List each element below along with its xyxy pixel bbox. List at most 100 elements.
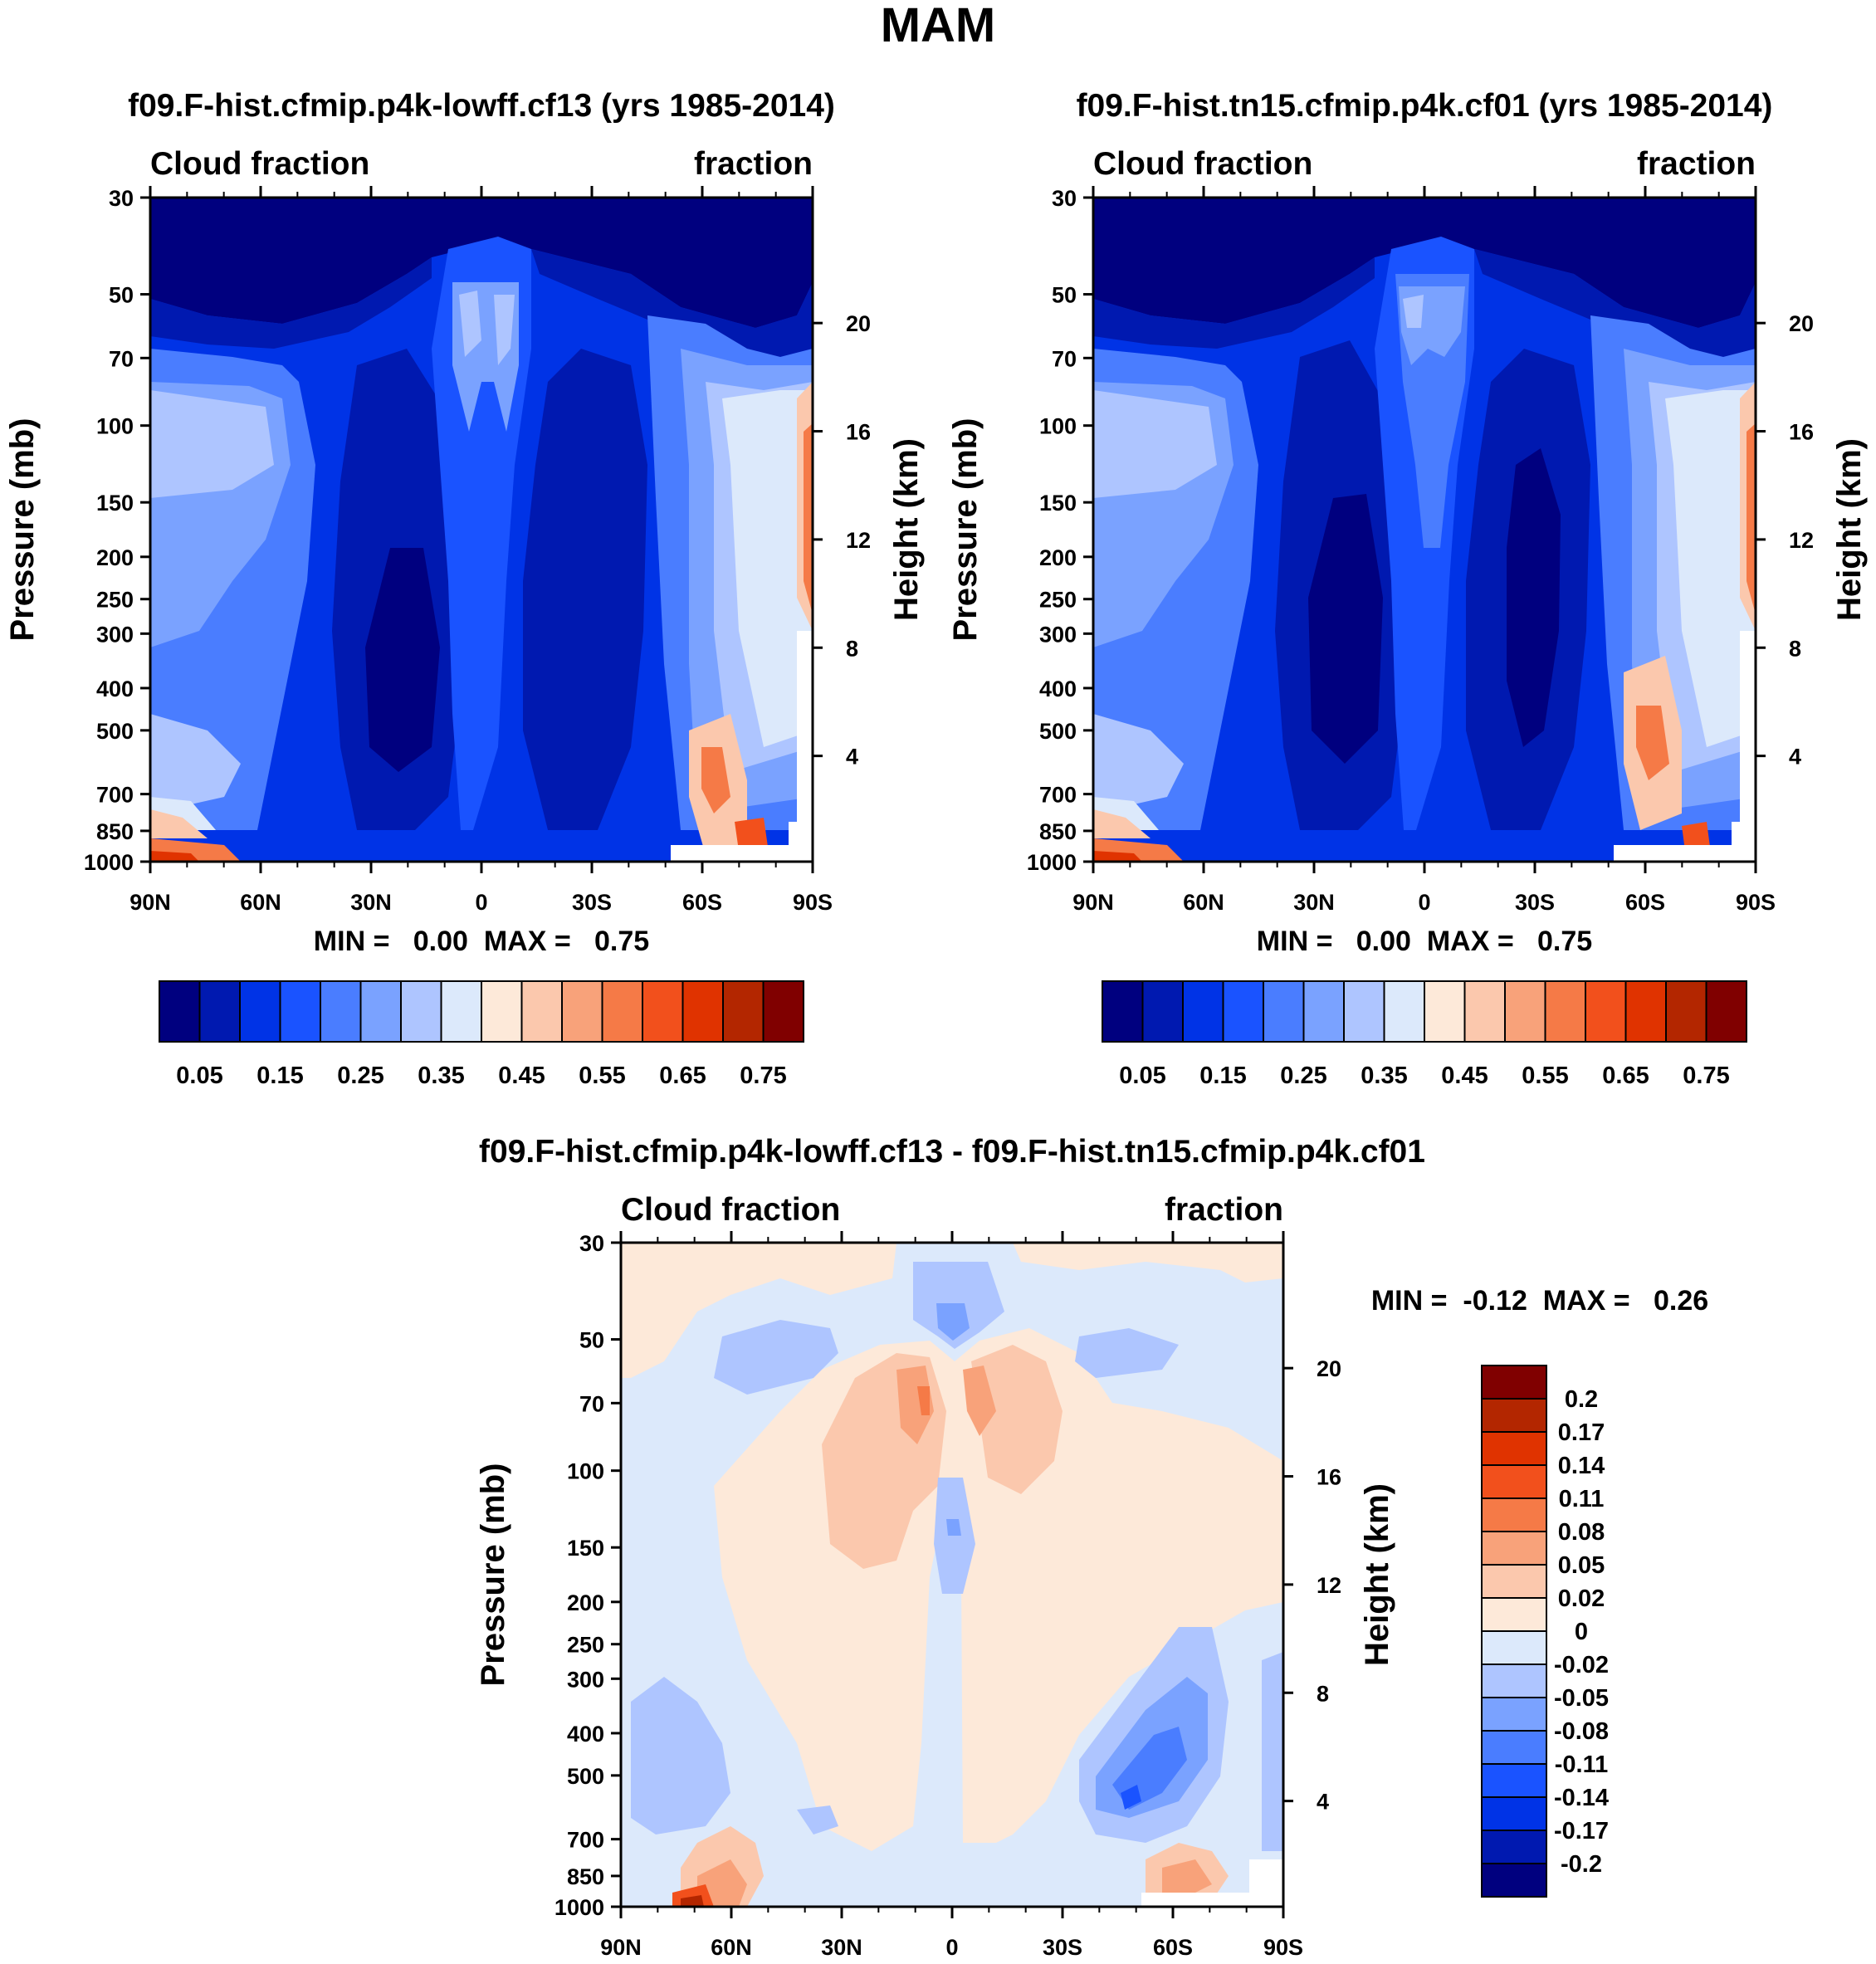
colorbar-label: 0.05 [1558,1552,1605,1579]
band-sh-low-blob-3 [735,818,768,851]
height-tick-label: 8 [1789,636,1801,661]
left-variable-label: Cloud fraction [1093,146,1312,182]
colorbar-swatch [400,980,442,1043]
colorbar-label: 0.75 [740,1063,786,1089]
colorbar-label: 0.55 [1522,1063,1568,1089]
y-tick-label: 500 [96,719,134,744]
colorbar-label: 0.08 [1558,1519,1605,1546]
colorbar-swatch [1665,980,1707,1043]
x-axis-ticks: 90N 60N 30N 0 30S 60S 90S [1072,186,1776,915]
y-tick-label: 200 [567,1590,604,1615]
y-tick-label: 250 [96,588,134,613]
band-sh-low-blob-3 [1682,822,1710,851]
colorbar-swatch [682,980,724,1043]
x-axis-ticks: 90N 60N 30N 0 30S 60S 90S [129,186,833,915]
colorbar-swatch [1481,1763,1547,1798]
colorbar-swatch [198,980,241,1043]
colorbar-label: -0.02 [1554,1652,1609,1678]
y-tick-label: 100 [567,1459,604,1484]
colorbar-swatch [520,980,563,1043]
colorbar-swatch [320,980,362,1043]
y-axis-ticks: 30 50 70 100 150 200 250 300 400 500 700 850 1000 [84,186,150,875]
colorbar-label: 0.25 [337,1063,384,1089]
x-axis-ticks: 90N 60N 30N 0 30S 60S 90S [600,1231,1303,1960]
x-tick-label: 30N [1293,890,1335,915]
contour-field [621,1243,1283,1907]
x-tick-label: 90N [129,890,171,915]
band-eq-lighter [459,291,515,365]
band-neg-upper-left [714,1320,838,1395]
y-axis-label: Pressure (mb) [475,1463,511,1687]
colorbar-swatch [1481,1630,1547,1665]
colorbar-swatch [1481,1497,1547,1532]
band-dry-left-core [1308,494,1383,764]
missing-antarctic [671,631,813,862]
colorbar-label: -0.08 [1554,1718,1609,1745]
colorbar-label: 0.05 [176,1063,222,1089]
colorbar-swatch [642,980,684,1043]
colorbar-swatch [1481,1398,1547,1433]
band-pos-core-l2 [917,1386,930,1415]
colorbar-swatch [1481,1531,1547,1566]
band-dry-right-core [1507,448,1561,747]
band-strat [1093,198,1756,328]
band-neg-lower-left-2 [797,1805,838,1835]
right-units-label: fraction [694,146,813,182]
left-variable-label: Cloud fraction [150,146,369,182]
y-axis-label: Pressure (mb) [4,418,41,642]
colorbar: 0.05 0.15 0.25 0.35 0.45 0.55 0.65 0.75 [1102,980,1747,1089]
colorbar-swatch [601,980,643,1043]
band-eq-lightest [1403,295,1424,328]
height-axis-label: Height (km) [1359,1483,1395,1666]
colorbar-label: -0.11 [1555,1751,1609,1778]
right-units-label: fraction [1165,1192,1283,1228]
band-pos-core-l [896,1366,934,1444]
y-tick-label: 30 [1052,186,1077,211]
colorbar-swatch [1383,980,1425,1043]
colorbar-swatch [1481,1730,1547,1765]
panel-title: f09.F-hist.tn15.cfmip.p4k.cf01 (yrs 1985… [1077,88,1773,124]
height-tick-label: 12 [1789,528,1814,553]
height-axis-label: Height (km) [888,438,925,621]
colorbar-label: 0.15 [1199,1063,1246,1089]
colorbar-swatch [359,980,402,1043]
band-pos-center-3 [971,1345,1063,1494]
colorbar-swatch [481,980,523,1043]
y-tick-label: 700 [1039,783,1077,808]
y-tick-label: 850 [567,1864,604,1889]
x-tick-label: 90N [1072,890,1114,915]
y-tick-label: 200 [1039,545,1077,570]
x-tick-label: 60S [682,890,722,915]
y-tick-label: 250 [567,1633,604,1658]
x-tick-label: 30N [350,890,392,915]
x-tick-label: 60N [711,1935,752,1960]
height-tick-label: 20 [846,311,871,336]
y-axis-ticks: 30 50 70 100 150 200 250 300 400 500 700 850 1000 [1027,186,1093,875]
band-neg-sh-low-4 [1121,1785,1141,1810]
colorbar-label: 0.15 [256,1063,303,1089]
x-tick-label: 30S [572,890,612,915]
height-tick-label: 4 [1317,1790,1329,1815]
colorbar-label: 0.05 [1119,1063,1165,1089]
colorbar-swatch [1424,980,1466,1043]
colorbar-swatch [1481,1796,1547,1831]
y-tick-label: 700 [96,783,134,808]
colorbar-label: 0.35 [1361,1063,1407,1089]
y-axis-label: Pressure (mb) [947,418,984,642]
y-tick-label: 1000 [554,1895,604,1920]
page-title: MAM [881,0,996,52]
colorbar-swatch [1463,980,1506,1043]
panel-top-left: f09.F-hist.cfmip.p4k-lowff.cf13 (yrs 198… [4,88,925,1089]
band-strat-mid [150,257,432,349]
band-pos-low-left-4 [681,1895,704,1907]
band-strat-mid [1093,257,1375,349]
colorbar-swatch [1481,1830,1547,1864]
colorbar-label: 0.75 [1683,1063,1729,1089]
x-tick-label: 90N [600,1935,642,1960]
min-max-readout: MIN = 0.00 MAX = 0.75 [1257,926,1592,957]
x-tick-label: 0 [475,890,487,915]
colorbar-label: -0.14 [1554,1785,1609,1811]
y-tick-label: 70 [109,346,134,371]
band-sh-pos-2 [804,423,813,614]
x-tick-label: 30S [1043,1935,1082,1960]
